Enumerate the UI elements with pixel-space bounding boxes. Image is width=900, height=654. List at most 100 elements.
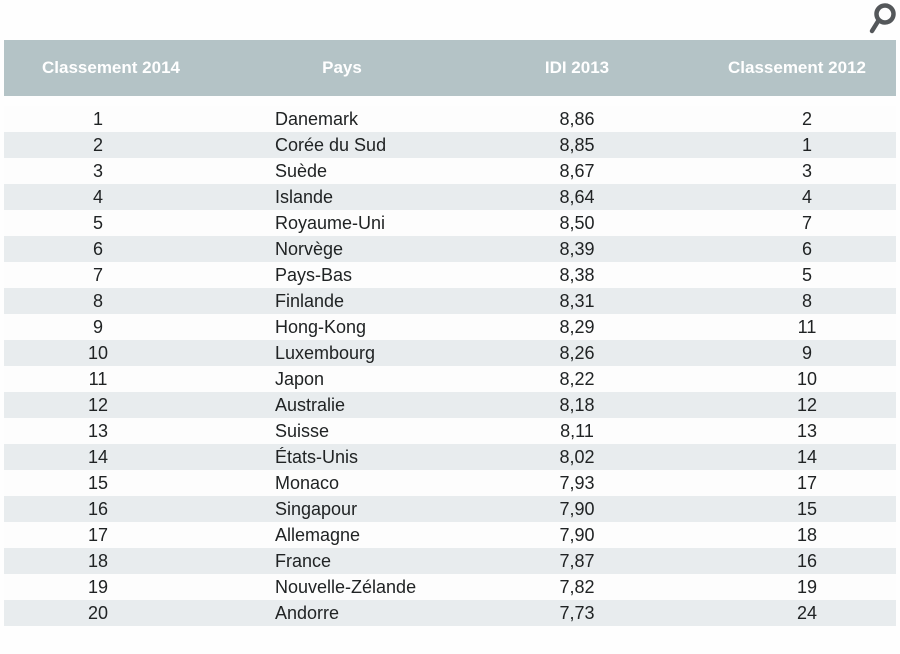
- cell-pays: Danemark: [275, 109, 359, 129]
- cell-pays: Norvège: [275, 239, 344, 259]
- cell-idi-2013: 8,02: [559, 447, 595, 467]
- cell-idi-2013: 7,87: [559, 551, 595, 571]
- cell-classement-2014: 20: [87, 603, 109, 623]
- cell-classement-2012: 8: [801, 291, 812, 311]
- cell-pays: France: [275, 551, 332, 571]
- cell-idi-2013: 7,82: [559, 577, 595, 597]
- cell-idi-2013: 7,90: [559, 525, 595, 545]
- cell-pays: Pays-Bas: [275, 265, 353, 285]
- cell-classement-2014: 5: [92, 213, 103, 233]
- search-magnifier-icon: [866, 3, 896, 38]
- cell-idi-2013: 8,11: [560, 421, 594, 441]
- zoom-image-button[interactable]: [866, 2, 896, 35]
- cell-classement-2014: 10: [87, 343, 109, 363]
- table-row: 3 Suède 8,67 3: [4, 158, 896, 184]
- cell-idi-2013: 8,18: [559, 395, 595, 415]
- cell-classement-2012: 9: [801, 343, 812, 363]
- table-row: 16 Singapour 7,90 15: [4, 496, 896, 522]
- cell-classement-2014: 2: [92, 135, 103, 155]
- cell-idi-2013: 8,85: [559, 135, 595, 155]
- cell-pays: Islande: [275, 187, 334, 207]
- table-row: 17 Allemagne 7,90 18: [4, 522, 896, 548]
- table-row: 18 France 7,87 16: [4, 548, 896, 574]
- table-row: 8 Finlande 8,31 8: [4, 288, 896, 314]
- table-row: 6 Norvège 8,39 6: [4, 236, 896, 262]
- idi-ranking-table: Classement 2014 Pays IDI 2013 Classement…: [4, 40, 896, 626]
- cell-classement-2012: 14: [796, 447, 818, 467]
- cell-pays: Japon: [275, 369, 325, 389]
- cell-classement-2012: 17: [796, 473, 818, 493]
- cell-classement-2012: 7: [801, 213, 812, 233]
- cell-classement-2014: 7: [92, 265, 103, 285]
- cell-classement-2014: 16: [87, 499, 109, 519]
- column-header-classement-2012: Classement 2012: [728, 58, 866, 77]
- cell-classement-2012: 24: [796, 603, 818, 623]
- cell-classement-2012: 13: [796, 421, 818, 441]
- cell-pays: Luxembourg: [275, 343, 376, 363]
- cell-classement-2014: 6: [92, 239, 103, 259]
- cell-idi-2013: 8,39: [559, 239, 595, 259]
- cell-classement-2014: 8: [92, 291, 103, 311]
- cell-classement-2014: 19: [87, 577, 109, 597]
- cell-pays: Suisse: [275, 421, 330, 441]
- table-header-row: Classement 2014 Pays IDI 2013 Classement…: [4, 40, 896, 96]
- cell-idi-2013: 8,38: [559, 265, 595, 285]
- table-row: 7 Pays-Bas 8,38 5: [4, 262, 896, 288]
- cell-pays: Monaco: [275, 473, 340, 493]
- cell-pays: Finlande: [275, 291, 345, 311]
- cell-pays: Hong-Kong: [275, 317, 367, 337]
- cell-idi-2013: 8,22: [559, 369, 595, 389]
- cell-idi-2013: 8,50: [559, 213, 595, 233]
- cell-classement-2014: 18: [87, 551, 109, 571]
- table-row: 9 Hong-Kong 8,29 11: [4, 314, 896, 340]
- cell-classement-2014: 3: [92, 161, 103, 181]
- table-row: 13 Suisse 8,11 13: [4, 418, 896, 444]
- cell-pays: Royaume-Uni: [275, 213, 386, 233]
- cell-classement-2012: 19: [796, 577, 818, 597]
- cell-classement-2014: 17: [87, 525, 109, 545]
- cell-classement-2012: 5: [801, 265, 812, 285]
- table-row: 19 Nouvelle-Zélande 7,82 19: [4, 574, 896, 600]
- cell-classement-2012: 16: [796, 551, 818, 571]
- cell-pays: Australie: [275, 395, 346, 415]
- cell-pays: Corée du Sud: [275, 135, 387, 155]
- cell-classement-2014: 12: [87, 395, 109, 415]
- cell-idi-2013: 8,31: [559, 291, 595, 311]
- cell-classement-2014: 9: [92, 317, 103, 337]
- cell-classement-2012: 6: [801, 239, 812, 259]
- table-row: 12 Australie 8,18 12: [4, 392, 896, 418]
- column-header-pays: Pays: [322, 58, 362, 77]
- table-row: 1 Danemark 8,86 2: [4, 106, 896, 132]
- cell-classement-2014: 13: [87, 421, 109, 441]
- table-row: 11 Japon 8,22 10: [4, 366, 896, 392]
- cell-pays: Allemagne: [275, 525, 361, 545]
- cell-idi-2013: 8,64: [559, 187, 595, 207]
- cell-idi-2013: 8,29: [559, 317, 595, 337]
- cell-classement-2014: 15: [87, 473, 109, 493]
- cell-idi-2013: 8,26: [559, 343, 595, 363]
- cell-classement-2012: 18: [796, 525, 818, 545]
- table-row: 5 Royaume-Uni 8,50 7: [4, 210, 896, 236]
- table-row: 2 Corée du Sud 8,85 1: [4, 132, 896, 158]
- table-body: 1 Danemark 8,86 2 2 Corée du Sud 8,85 1 3 Suède 8,…: [4, 106, 896, 626]
- cell-classement-2012: 10: [796, 369, 818, 389]
- cell-classement-2014: 1: [92, 109, 103, 129]
- cell-classement-2014: 11: [88, 369, 108, 389]
- cell-classement-2014: 14: [87, 447, 109, 467]
- cell-classement-2012: 1: [801, 135, 812, 155]
- cell-idi-2013: 8,86: [559, 109, 595, 129]
- table-row: 14 États-Unis 8,02 14: [4, 444, 896, 470]
- cell-pays: Singapour: [275, 499, 358, 519]
- cell-classement-2012: 2: [801, 109, 812, 129]
- cell-idi-2013: 7,73: [559, 603, 595, 623]
- column-header-classement-2014: Classement 2014: [42, 58, 180, 77]
- cell-pays: Nouvelle-Zélande: [275, 577, 417, 597]
- table-row: 20 Andorre 7,73 24: [4, 600, 896, 626]
- cell-classement-2012: 12: [796, 395, 818, 415]
- cell-idi-2013: 8,67: [559, 161, 595, 181]
- cell-idi-2013: 7,93: [559, 473, 595, 493]
- cell-pays: Suède: [275, 161, 328, 181]
- cell-classement-2012: 4: [801, 187, 812, 207]
- cell-classement-2014: 4: [92, 187, 103, 207]
- table-row: 4 Islande 8,64 4: [4, 184, 896, 210]
